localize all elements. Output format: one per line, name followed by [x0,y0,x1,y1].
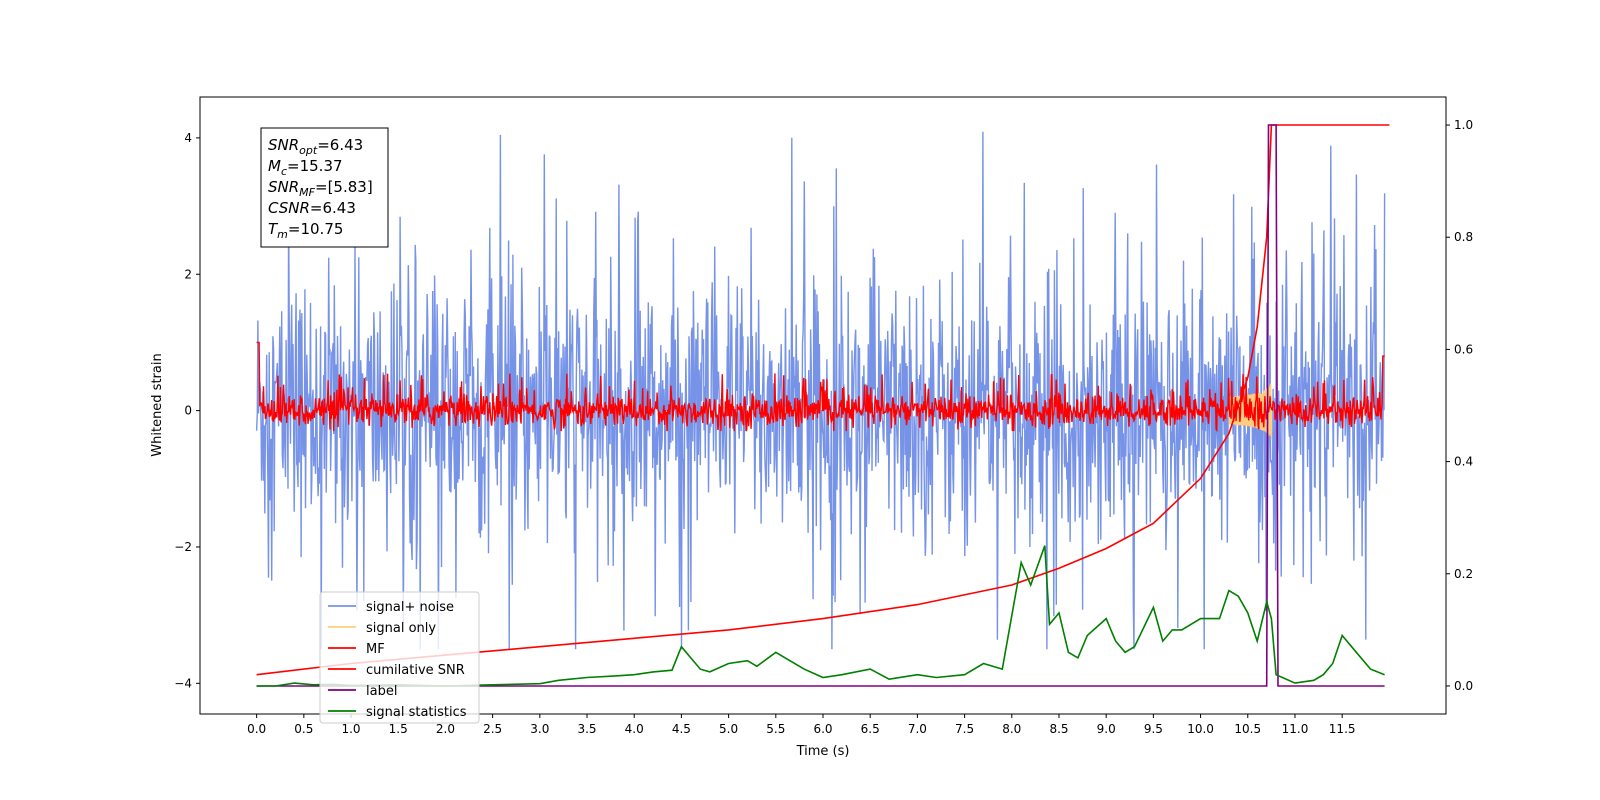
x-axis-label: Time (s) [796,744,850,759]
y-axis-right: 0.0 0.2 0.4 0.6 0.8 1.0 [1446,118,1473,693]
y2-tick-label: 0.8 [1454,230,1473,244]
x-tick-label: 0.0 [247,722,266,736]
x-tick-label: 5.5 [766,722,785,736]
legend-label: signal statistics [366,705,467,720]
y-axis-label: Whitened strain [150,353,165,456]
y-axis-left: −4 −2 0 2 4 [174,131,200,690]
curve-layer [256,124,1390,687]
y2-tick-label: 0.0 [1454,679,1473,693]
x-tick-label: 0.5 [294,722,313,736]
annotation-subscript: m [277,228,288,241]
annotation-line: CSNR=6.43 [268,199,356,217]
x-tick-label: 7.0 [908,722,927,736]
series-line-signal-statistics [256,545,1385,687]
series-line-mf [256,341,1385,433]
x-tick-label: 7.5 [955,722,974,736]
x-tick-label: 8.0 [1002,722,1021,736]
annotation-value: =6.43 [310,199,356,217]
legend-label: label [366,684,397,699]
annotation-line: SNRMF=[5.83] [268,178,373,199]
annotation-value: =[5.83] [315,178,373,196]
annotation-symbol: SNR [268,178,299,196]
x-tick-label: 6.0 [813,722,832,736]
noise-layer [255,131,1386,650]
annotation-symbol: SNR [268,136,299,154]
x-tick-label: 11.5 [1329,722,1356,736]
x-tick-label: 10.5 [1234,722,1261,736]
series-line-cumulative-snr [256,124,1390,676]
annotation-value: =15.37 [287,157,343,175]
x-tick-label: 2.0 [436,722,455,736]
x-axis: 0.0 0.5 1.0 1.5 2.0 2.5 3.0 3.5 4.0 4.5 5.0 5.5 6.0 6… [247,714,1356,736]
legend-label: cumilative SNR [366,663,465,678]
x-tick-label: 4.5 [672,722,691,736]
x-tick-label: 1.5 [389,722,408,736]
y-tick-label: 0 [184,404,192,418]
legend-frame [319,591,480,724]
legend-label: MF [366,642,385,657]
annotation-line: Tm=10.75 [268,220,343,241]
y-tick-label: −4 [174,676,192,690]
annotation-frame [260,127,389,248]
legend: signal+ noise signal only MF cumilative SNR… [319,591,480,724]
y-tick-label: 2 [184,267,192,281]
x-tick-label: 11.0 [1282,722,1309,736]
annotation-value: =10.75 [288,220,344,238]
series-line-signal-noise [255,131,1386,650]
y-tick-label: −2 [174,540,192,554]
annotation-subscript: c [281,165,287,178]
annotation-line: SNRopt=6.43 [268,136,363,157]
y2-tick-label: 0.4 [1454,455,1473,469]
x-tick-label: 8.5 [1049,722,1068,736]
x-tick-label: 2.5 [483,722,502,736]
y-tick-label: 4 [184,131,192,145]
annotation-box: SNRopt=6.43Mc=15.37SNRMF=[5.83]CSNR=6.43… [260,127,389,248]
x-tick-label: 5.0 [719,722,738,736]
x-tick-label: 9.0 [1097,722,1116,736]
annotation-subscript: opt [299,144,318,157]
annotation-symbol: T [268,220,279,238]
annotation-line: Mc=15.37 [268,157,343,178]
y2-tick-label: 0.6 [1454,342,1473,356]
y2-tick-label: 0.2 [1454,567,1473,581]
y2-tick-label: 1.0 [1454,118,1473,132]
annotation-symbol: CSNR [268,199,310,217]
x-tick-label: 9.5 [1144,722,1163,736]
x-tick-label: 3.5 [577,722,596,736]
legend-label: signal only [366,621,436,636]
annotation-value: =6.43 [317,136,363,154]
x-tick-label: 6.5 [861,722,880,736]
x-tick-label: 1.0 [341,722,360,736]
x-tick-label: 3.0 [530,722,549,736]
annotation-subscript: MF [299,186,315,199]
legend-label: signal+ noise [366,600,454,615]
annotation-symbol: M [268,157,281,175]
x-tick-label: 4.0 [625,722,644,736]
x-tick-label: 10.0 [1187,722,1214,736]
series-line-label [256,124,1385,687]
